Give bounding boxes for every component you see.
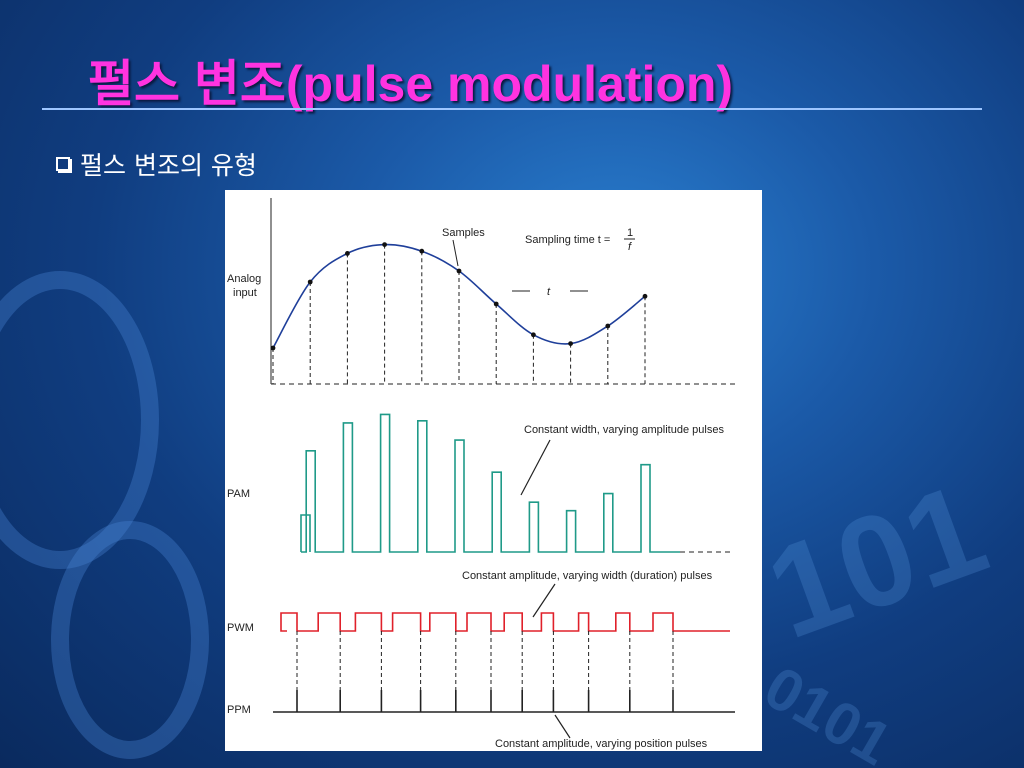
sample-point xyxy=(270,345,276,351)
pwm-note: Constant amplitude, varying width (durat… xyxy=(462,570,713,582)
interval-label: t xyxy=(547,286,551,298)
sample-point xyxy=(605,323,611,329)
svg-text:101: 101 xyxy=(750,455,1004,666)
checkbox-bullet-icon xyxy=(56,157,70,171)
sampling-fraction-denominator: f xyxy=(628,241,632,253)
samples-pointer-line xyxy=(452,239,459,267)
pam-note: Constant width, varying amplitude pulses xyxy=(524,424,724,436)
analog-input-label-line1: Analog xyxy=(227,273,261,285)
samples-label: Samples xyxy=(442,227,485,239)
pam-pulse-train xyxy=(301,413,680,553)
title-underline xyxy=(42,108,982,110)
sample-point xyxy=(456,268,462,274)
sample-point xyxy=(642,293,648,299)
pwm-pulse-train xyxy=(280,612,730,632)
pam-note-arrow xyxy=(520,439,551,496)
sample-point xyxy=(345,251,350,256)
svg-text:0101: 0101 xyxy=(754,653,903,768)
sample-point xyxy=(568,341,573,346)
sample-point xyxy=(419,248,425,254)
analog-signal-curve xyxy=(272,243,646,349)
slide-title: 펄스 변조(pulse modulation) xyxy=(88,56,734,112)
sample-point xyxy=(382,242,387,247)
pam-label: PAM xyxy=(227,488,250,500)
pwm-note-arrow xyxy=(532,583,556,618)
sample-point xyxy=(531,332,536,338)
analog-input-label-line2: input xyxy=(233,287,257,299)
bullet-text: 펄스 변조의 유형 xyxy=(80,151,257,180)
pulse-modulation-figure: Analog input Samples Sampling time t = 1… xyxy=(225,190,762,751)
bullet-item: 펄스 변조의 유형 xyxy=(56,146,257,182)
sample-point xyxy=(493,301,499,307)
sample-point xyxy=(307,279,313,285)
pwm-label: PWM xyxy=(227,622,254,634)
ppm-note: Constant amplitude, varying position pul… xyxy=(495,738,708,750)
sampling-fraction-numerator: 1 xyxy=(627,227,633,239)
sampling-time-label: Sampling time t = xyxy=(525,234,610,246)
ppm-label: PPM xyxy=(227,704,251,716)
modulation-diagram: Analog input Samples Sampling time t = 1… xyxy=(227,198,735,750)
ppm-note-arrow xyxy=(554,714,571,739)
